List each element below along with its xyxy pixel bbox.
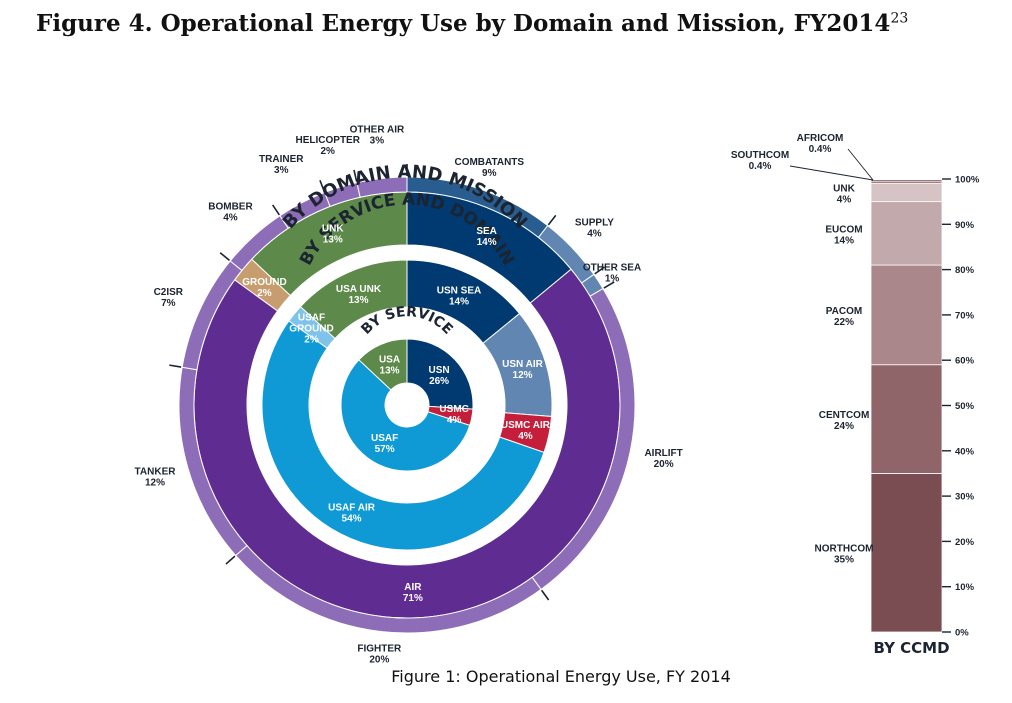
- figure-title-footnote: 23: [890, 10, 909, 27]
- mission-divider-tick: [319, 179, 326, 192]
- mission-divider-tick: [547, 214, 557, 226]
- service-domain-slice-usa-unk: [299, 259, 408, 340]
- mission-label-bomber: BOMBER 4%: [208, 201, 253, 223]
- service-domain-label-usn-air: USN AIR 12%: [502, 359, 544, 381]
- figure-caption-text: Figure 1: Operational Energy Use, FY 201…: [391, 667, 731, 686]
- mission-divider-tick: [225, 555, 236, 565]
- ccmd-y-tick-label: 90%: [955, 220, 975, 231]
- figure-title: Figure 4. Operational Energy Use by Doma…: [36, 10, 908, 37]
- service-domain-label-usaf-ground: USAF GROUND 2%: [289, 312, 333, 345]
- mission-label-trainer: TRAINER 3%: [259, 154, 304, 176]
- ccmd-segment-northcom: [870, 473, 943, 633]
- domain-label-sea: SEA 14%: [476, 226, 497, 248]
- ccmd-segment-eucom: [870, 201, 943, 266]
- ccmd-label-pacom: PACOM 22%: [826, 306, 862, 328]
- ccmd-leader-line: [789, 165, 874, 181]
- service-domain-slice-usaf-air: [261, 320, 545, 551]
- mission-divider-tick: [169, 364, 182, 368]
- ccmd-segment-pacom: [870, 264, 943, 366]
- ccmd-y-tick-label: 100%: [955, 175, 980, 186]
- service-domain-label-usa-unk: USA UNK 13%: [336, 284, 382, 306]
- mission-label-other-sea: OTHER SEA 1%: [583, 263, 641, 285]
- ccmd-label-centcom: CENTCOM 24%: [819, 410, 870, 432]
- domain-label-air: AIR 71%: [403, 582, 423, 604]
- mission-label-fighter: FIGHTER 20%: [357, 643, 402, 665]
- ccmd-y-tick-label: 50%: [955, 401, 975, 412]
- figure-caption: Figure 1: Operational Energy Use, FY 201…: [0, 667, 1012, 686]
- mission-divider-tick: [594, 266, 606, 275]
- ccmd-label-northcom: NORTHCOM 35%: [815, 544, 874, 566]
- ccmd-label-africom: AFRICOM 0.4%: [797, 133, 844, 155]
- ccmd-y-tick-label: 40%: [955, 446, 975, 457]
- mission-divider-tick: [353, 169, 358, 182]
- mission-divider-tick: [603, 281, 615, 289]
- ccmd-y-tick-label: 30%: [955, 492, 975, 503]
- ccmd-segment-centcom: [870, 364, 943, 474]
- ccmd-label-southcom: SOUTHCOM 0.4%: [731, 150, 789, 172]
- ccmd-y-tick-label: 80%: [955, 265, 975, 276]
- mission-label-supply: SUPPLY 4%: [575, 218, 614, 240]
- mission-divider-tick: [219, 252, 230, 261]
- domain-label-ground: GROUND 2%: [242, 277, 286, 299]
- domain-label-unk: UNK 13%: [322, 223, 344, 245]
- service-label-usa: USA 13%: [379, 355, 400, 377]
- ccmd-label-eucom: EUCOM 14%: [825, 224, 862, 246]
- ccmd-label-unk: UNK 4%: [833, 184, 855, 206]
- ccmd-leader-line: [847, 148, 874, 181]
- mission-divider-tick: [540, 589, 550, 601]
- mission-label-helicopter: HELICOPTER 2%: [296, 135, 361, 157]
- ccmd-y-tick-label: 70%: [955, 310, 975, 321]
- service-label-usn: USN 26%: [429, 365, 450, 387]
- service-label-usmc: USMC 4%: [439, 404, 468, 426]
- service-domain-label-usaf-air: USAF AIR 54%: [328, 503, 376, 525]
- ccmd-title: BY CCMD: [873, 639, 949, 657]
- service-label-usaf: USAF 57%: [371, 433, 398, 455]
- mission-divider-tick: [271, 204, 280, 216]
- service-domain-label-usn-sea: USN SEA 14%: [437, 286, 481, 308]
- ccmd-y-tick-label: 10%: [955, 582, 975, 593]
- ccmd-segment-africom: [870, 179, 943, 183]
- service-slice-usn: [406, 338, 474, 410]
- mission-label-c2isr: C2ISR 7%: [154, 287, 184, 309]
- mission-slice-other-air: [356, 176, 408, 198]
- mission-label-combatants: COMBATANTS 9%: [454, 157, 524, 179]
- service-domain-label-usmc-air: USMC AIR 4%: [501, 420, 551, 442]
- service-slice-usaf: [340, 359, 471, 472]
- figure-title-text: Figure 4. Operational Energy Use by Doma…: [36, 10, 891, 37]
- service-slice-usa: [358, 338, 408, 391]
- mission-label-other-air: OTHER AIR 3%: [350, 125, 405, 147]
- mission-label-airlift: AIRLIFT 20%: [644, 448, 682, 470]
- ccmd-y-tick-label: 20%: [955, 537, 975, 548]
- ccmd-segment-unk: [870, 183, 943, 203]
- ccmd-y-tick-label: 60%: [955, 356, 975, 367]
- ccmd-y-tick-label: 0%: [955, 628, 969, 639]
- mission-label-tanker: TANKER 12%: [135, 467, 177, 489]
